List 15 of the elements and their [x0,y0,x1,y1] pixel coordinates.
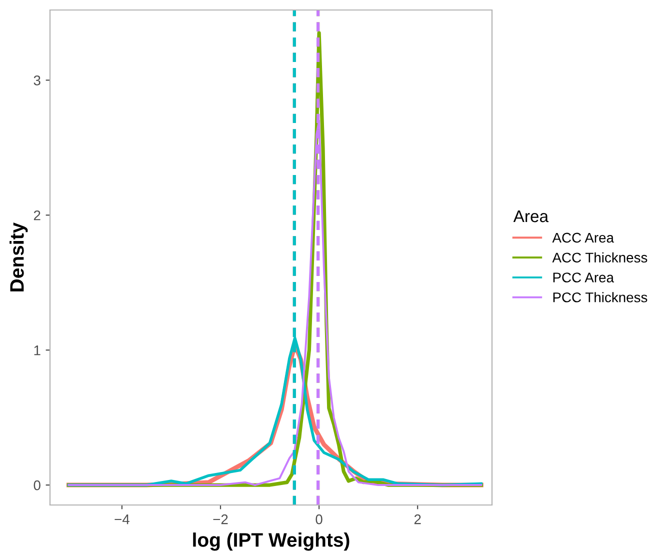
y-tick-label: 2 [34,210,40,220]
x-tick-label: −2 [213,514,228,524]
x-tick-label: 0 [316,514,322,524]
legend-label: ACC Thickness [552,252,648,263]
y-tick-label: 0 [34,480,40,490]
legend-label: PCC Thickness [553,292,648,302]
legend-label: ACC Area [552,232,614,243]
legend-label: PCC Area [553,272,614,282]
x-tick-label: −4 [114,514,130,524]
y-tick-label: 1 [34,346,40,356]
y-axis-title: Density [10,222,28,292]
legend-title: Area [513,210,549,222]
x-tick-label: 2 [414,514,421,524]
y-tick-label: 3 [34,76,40,86]
x-axis-title: log (IPT Weights) [193,532,350,551]
